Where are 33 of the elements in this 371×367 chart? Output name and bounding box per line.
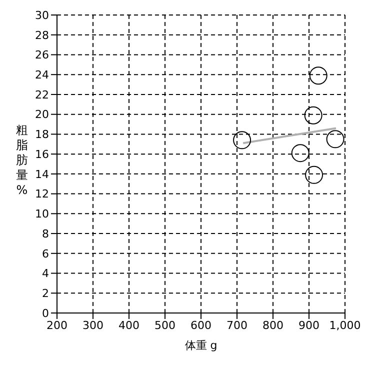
x-tick-label: 800 xyxy=(262,318,284,332)
y-tick-label: 6 xyxy=(42,247,49,260)
y-tick-label: 18 xyxy=(35,128,49,142)
x-tick-label: 700 xyxy=(226,318,248,332)
point xyxy=(326,130,344,148)
x-tick-label: 900 xyxy=(298,318,320,332)
y-tick-label: 10 xyxy=(35,208,49,221)
y-axis-title: 粗脂肪量% xyxy=(16,123,28,197)
y-tick-label: 24 xyxy=(35,68,49,82)
y-tick-label: 14 xyxy=(35,168,49,181)
y-tick-label: 22 xyxy=(35,88,49,102)
y-tick-label: 2 xyxy=(42,287,49,300)
x-tick-label: 400 xyxy=(118,318,140,332)
point xyxy=(304,106,322,124)
x-tick-label: 300 xyxy=(82,318,104,332)
y-tick-label: 28 xyxy=(35,28,49,42)
y-tick-label: 16 xyxy=(35,148,49,161)
x-axis-title: 体重 g xyxy=(184,339,218,352)
y-tick-label: 30 xyxy=(35,8,49,22)
y-tick-label: 20 xyxy=(35,108,49,122)
point xyxy=(305,166,324,184)
point xyxy=(309,66,328,85)
point xyxy=(291,144,310,162)
x-tick-label: 1,000 xyxy=(329,318,361,332)
x-tick-label: 200 xyxy=(46,318,68,332)
point xyxy=(233,131,252,150)
x-tick-label: 600 xyxy=(190,318,212,332)
y-tick-label: 12 xyxy=(35,188,49,201)
y-tick-label: 26 xyxy=(35,48,49,62)
y-tick-label: 4 xyxy=(42,267,49,280)
y-tick-label: 0 xyxy=(42,306,49,320)
x-tick-label: 500 xyxy=(154,318,176,332)
y-tick-label: 8 xyxy=(42,227,49,240)
